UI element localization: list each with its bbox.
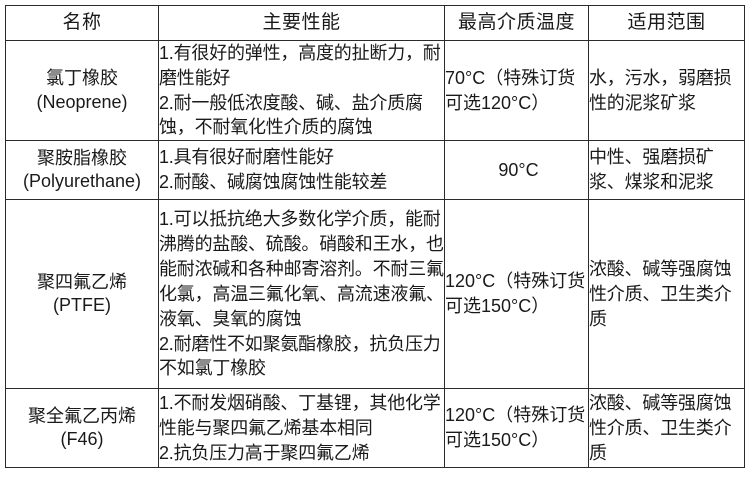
cell-material-name: 氯丁橡胶 (Neoprene) <box>5 39 159 142</box>
cell-main-properties: 1.可以抵抗绝大多数化学介质，能耐沸腾的盐酸、硫酸。硝酸和王水，也能耐浓碱和各种… <box>158 199 445 390</box>
column-header-properties: 主要性能 <box>158 5 445 41</box>
table-row: 氯丁橡胶 (Neoprene) 1.有很好的弹性，高度的扯断力，耐磨性能好 2.… <box>5 39 745 142</box>
cell-max-temperature: 70°C（特殊订货可选120°C） <box>444 39 589 142</box>
cell-main-properties: 1.具有很好耐磨性能好 2.耐酸、碱腐蚀腐蚀性能较差 <box>158 140 445 201</box>
column-header-max-temperature: 最高介质温度 <box>444 5 589 41</box>
cell-max-temperature: 90°C <box>444 140 589 201</box>
table-header-row: 名称 主要性能 最高介质温度 适用范围 <box>5 5 745 41</box>
cell-max-temperature: 120°C（特殊订货可选150°C） <box>444 388 589 469</box>
table-body: 氯丁橡胶 (Neoprene) 1.有很好的弹性，高度的扯断力，耐磨性能好 2.… <box>5 39 745 469</box>
cell-max-temperature: 120°C（特殊订货可选150°C） <box>444 199 589 390</box>
cell-application-scope: 浓酸、碱等强腐蚀性介质、卫生类介质 <box>588 388 745 469</box>
cell-main-properties: 1.不耐发烟硝酸、丁基锂，其他化学性能与聚四氟乙烯基本相同 2.抗负压力高于聚四… <box>158 388 445 469</box>
cell-material-name: 聚全氟乙丙烯 (F46) <box>5 388 159 469</box>
cell-application-scope: 浓酸、碱等强腐蚀性介质、卫生类介质 <box>588 199 745 390</box>
table-row: 聚全氟乙丙烯 (F46) 1.不耐发烟硝酸、丁基锂，其他化学性能与聚四氟乙烯基本… <box>5 388 745 469</box>
lining-material-spec-table: 名称 主要性能 最高介质温度 适用范围 氯丁橡胶 (Neoprene) 1.有很… <box>5 5 745 469</box>
cell-application-scope: 水，污水，弱磨损性的泥浆矿浆 <box>588 39 745 142</box>
cell-application-scope: 中性、强磨损矿浆、煤浆和泥浆 <box>588 140 745 201</box>
cell-material-name: 聚胺脂橡胶 (Polyurethane) <box>5 140 159 201</box>
table-header: 名称 主要性能 最高介质温度 适用范围 <box>5 5 745 41</box>
column-header-application-scope: 适用范围 <box>588 5 745 41</box>
cell-material-name: 聚四氟乙烯 (PTFE) <box>5 199 159 390</box>
table-row: 聚四氟乙烯 (PTFE) 1.可以抵抗绝大多数化学介质，能耐沸腾的盐酸、硫酸。硝… <box>5 199 745 390</box>
cell-main-properties: 1.有很好的弹性，高度的扯断力，耐磨性能好 2.耐一般低浓度酸、碱、盐介质腐蚀，… <box>158 39 445 142</box>
table-row: 聚胺脂橡胶 (Polyurethane) 1.具有很好耐磨性能好 2.耐酸、碱腐… <box>5 140 745 201</box>
column-header-name: 名称 <box>5 5 159 41</box>
